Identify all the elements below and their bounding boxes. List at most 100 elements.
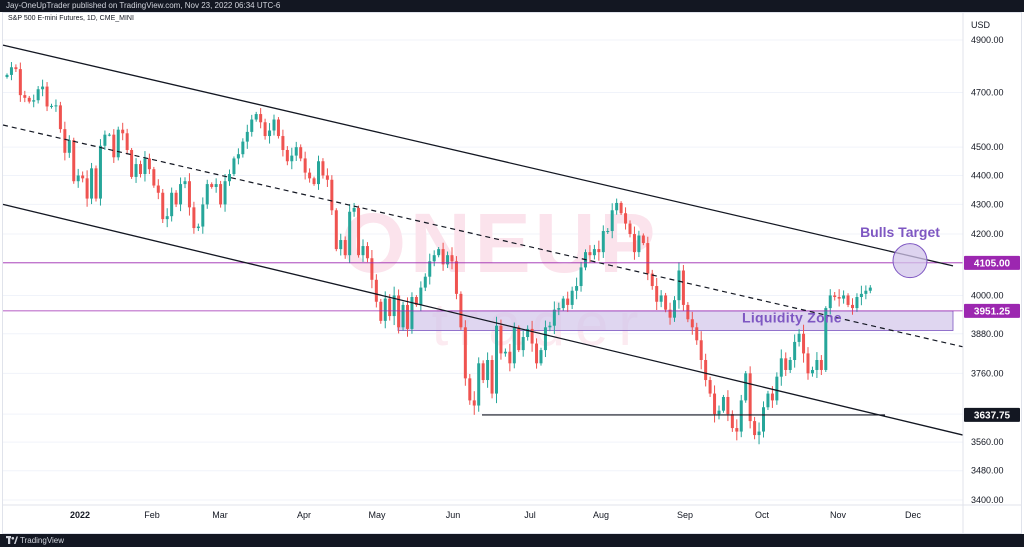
candle-body xyxy=(668,309,672,318)
price-marker-box xyxy=(964,255,1020,270)
candle-body xyxy=(530,328,534,344)
y-tick-label: 3760.00 xyxy=(971,368,1004,378)
y-tick-label: 4700.00 xyxy=(971,87,1004,97)
candle-body xyxy=(695,327,699,341)
x-tick-label: 2022 xyxy=(70,510,90,520)
candle-body xyxy=(334,210,338,250)
candles-layer xyxy=(5,62,872,445)
x-tick-label: Sep xyxy=(677,510,693,520)
candle-body xyxy=(570,290,574,305)
candle-body xyxy=(699,340,703,361)
candle-body xyxy=(183,181,187,185)
candle-body xyxy=(268,130,272,137)
symbol-title: S&P 500 E-mini Futures, 1D, CME_MINI xyxy=(8,15,134,22)
candle-body xyxy=(708,380,712,394)
x-tick-label: Oct xyxy=(755,510,770,520)
candle-body xyxy=(23,95,27,98)
candle-body xyxy=(717,410,721,415)
candle-body xyxy=(58,105,62,130)
candle-body xyxy=(241,141,245,155)
candle-body xyxy=(512,327,516,364)
candle-body xyxy=(566,298,570,305)
candle-body xyxy=(632,234,636,253)
x-tick-label: Dec xyxy=(905,510,922,520)
candle-body xyxy=(383,298,387,321)
watermark-text: ONEUP xyxy=(341,196,660,290)
candle-body xyxy=(81,175,85,179)
candle-body xyxy=(290,155,294,162)
candle-body xyxy=(730,414,734,429)
candle-body xyxy=(619,202,623,214)
y-tick-label: 4500.00 xyxy=(971,142,1004,152)
candle-body xyxy=(414,297,418,305)
y-tick-label: 4300.00 xyxy=(971,199,1004,209)
candle-body xyxy=(179,184,183,205)
candle-body xyxy=(686,304,690,320)
candle-body xyxy=(165,216,169,220)
candle-body xyxy=(107,134,111,136)
candle-body xyxy=(170,192,174,217)
channel-lower-line xyxy=(2,203,964,436)
candle-body xyxy=(690,319,694,328)
publish-bar: Jay-OneUpTrader published on TradingView… xyxy=(0,0,1024,12)
candle-body xyxy=(815,360,819,370)
candle-body xyxy=(72,140,76,182)
candle-body xyxy=(5,74,9,78)
candle-body xyxy=(508,351,512,364)
candle-body xyxy=(423,276,427,288)
candle-body xyxy=(770,393,774,401)
candle-body xyxy=(575,286,579,291)
candle-body xyxy=(352,207,356,212)
candle-body xyxy=(681,270,685,305)
candle-body xyxy=(788,360,792,370)
candle-body xyxy=(477,363,481,406)
candle-body xyxy=(579,267,583,287)
y-tick-label: 3560.00 xyxy=(971,437,1004,447)
candle-body xyxy=(664,295,668,310)
candle-body xyxy=(365,246,369,259)
candle-body xyxy=(855,297,859,309)
candle-body xyxy=(85,178,89,199)
candle-body xyxy=(50,105,53,107)
candle-body xyxy=(406,304,409,329)
candle-body xyxy=(543,327,547,351)
x-tick-label: Apr xyxy=(297,510,311,520)
candle-body xyxy=(552,309,556,326)
candle-body xyxy=(174,192,178,205)
candle-body xyxy=(868,287,872,291)
candle-body xyxy=(793,341,797,361)
candle-body xyxy=(187,181,191,208)
price-marker-label: 3637.75 xyxy=(974,410,1011,421)
candle-body xyxy=(312,178,316,185)
candle-body xyxy=(27,97,31,102)
candle-body xyxy=(76,175,80,182)
candle-body xyxy=(753,421,757,436)
candle-body xyxy=(539,350,543,364)
candle-body xyxy=(317,161,320,185)
candle-body xyxy=(450,255,454,262)
x-tick-label: Jun xyxy=(446,510,461,520)
candle-body xyxy=(9,67,13,75)
candle-body xyxy=(259,114,263,123)
candle-body xyxy=(446,255,450,265)
candle-body xyxy=(18,69,22,96)
candle-body xyxy=(330,179,334,211)
candle-body xyxy=(610,210,614,232)
liquidity-zone-label: Liquidity Zone xyxy=(742,309,842,325)
price-marker-label: 3951.25 xyxy=(974,306,1011,317)
channel-upper-line xyxy=(2,44,954,267)
candle-body xyxy=(299,147,303,159)
candle-body xyxy=(392,295,396,317)
candle-body xyxy=(521,337,525,351)
candle-body xyxy=(757,431,761,436)
candle-body xyxy=(726,396,730,415)
candle-body xyxy=(535,343,539,364)
y-tick-label: 4200.00 xyxy=(971,229,1004,239)
candle-body xyxy=(468,378,472,401)
candle-body xyxy=(281,136,285,150)
price-marker-label: 4105.00 xyxy=(974,258,1011,269)
candle-body xyxy=(837,297,841,299)
candle-body xyxy=(655,286,659,302)
candle-body xyxy=(192,207,196,229)
